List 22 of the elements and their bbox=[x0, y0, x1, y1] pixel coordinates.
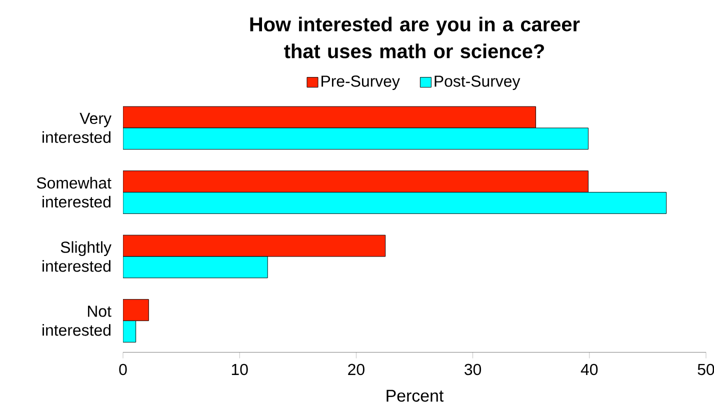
x-tick-label: 0 bbox=[119, 364, 127, 376]
bar bbox=[123, 320, 136, 342]
y-tick-label: Not interested bbox=[42, 306, 112, 336]
x-tick-label: 20 bbox=[348, 364, 364, 376]
x-tick-label: 10 bbox=[232, 364, 248, 376]
bar bbox=[123, 106, 536, 128]
x-tick-label: 40 bbox=[580, 364, 598, 376]
bar bbox=[123, 192, 667, 214]
legend-label: Post-Survey bbox=[434, 76, 520, 90]
bar bbox=[123, 128, 588, 150]
bar bbox=[123, 256, 268, 278]
x-tick-label: 30 bbox=[464, 364, 482, 376]
bar bbox=[123, 170, 588, 192]
legend-label: Pre-Survey bbox=[322, 76, 400, 90]
x-axis-title: Percent bbox=[386, 390, 444, 402]
y-tick-label: Very interested bbox=[42, 112, 112, 143]
y-tick-label: Slightly interested bbox=[42, 241, 112, 272]
bar bbox=[123, 299, 149, 322]
bar bbox=[123, 234, 386, 257]
y-tick-label: Somewhat interested bbox=[36, 176, 112, 208]
chart-title: How interested are you in a career that uses math or science? bbox=[250, 16, 580, 58]
x-tick-label: 50 bbox=[698, 364, 714, 376]
